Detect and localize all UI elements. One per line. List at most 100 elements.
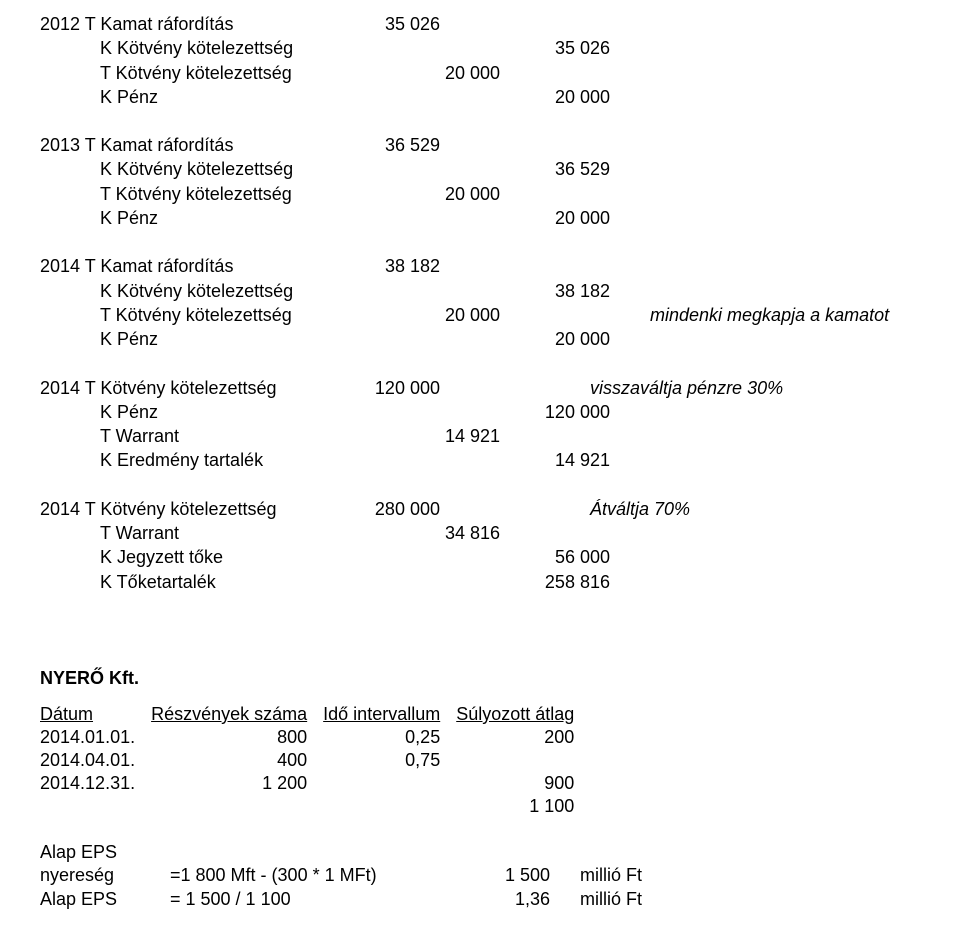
credit-value: 258 816 bbox=[500, 570, 610, 594]
journal-line: K Pénz 120 000 bbox=[40, 400, 920, 424]
eps-unit: millió Ft bbox=[580, 863, 642, 887]
eps-value: 1 500 bbox=[430, 863, 580, 887]
eps-lines: nyereség=1 800 Mft - (300 * 1 MFt)1 500m… bbox=[40, 863, 920, 912]
eps-line: nyereség=1 800 Mft - (300 * 1 MFt)1 500m… bbox=[40, 863, 920, 887]
table-row: 1 100 bbox=[40, 795, 590, 818]
table-row: 2014.12.31.1 200900 bbox=[40, 772, 590, 795]
debit-value: 14 921 bbox=[390, 424, 500, 448]
journal-line: K Kötvény kötelezettség 35 026 bbox=[40, 36, 920, 60]
entry-label: T Kötvény kötelezettség bbox=[40, 182, 390, 206]
entry-label: K Kötvény kötelezettség bbox=[40, 157, 390, 181]
entry-note: mindenki megkapja a kamatot bbox=[610, 303, 920, 327]
entry-label: T Warrant bbox=[40, 424, 390, 448]
credit-value: 38 182 bbox=[500, 279, 610, 303]
credit-value: 120 000 bbox=[500, 400, 610, 424]
debit-value: 120 000 bbox=[330, 376, 440, 400]
eps-heading: Alap EPS bbox=[40, 842, 920, 863]
eps-value: 1,36 bbox=[430, 887, 580, 911]
table-cell: 2014.01.01. bbox=[40, 726, 151, 749]
eps-formula: = 1 500 / 1 100 bbox=[170, 887, 430, 911]
journal-line: K Kötvény kötelezettség 38 182 bbox=[40, 279, 920, 303]
entry-label: 2013 T Kamat ráfordítás bbox=[40, 133, 330, 157]
journal-line: 2013 T Kamat ráfordítás36 529 bbox=[40, 133, 920, 157]
entry-label: 2014 T Kamat ráfordítás bbox=[40, 254, 330, 278]
entry-label: K Eredmény tartalék bbox=[40, 448, 390, 472]
entry-label: K Tőketartalék bbox=[40, 570, 390, 594]
journal-line: K Pénz 20 000 bbox=[40, 206, 920, 230]
journal-line: T Warrant34 816 bbox=[40, 521, 920, 545]
debit-value: 20 000 bbox=[390, 61, 500, 85]
journal-line: K Eredmény tartalék 14 921 bbox=[40, 448, 920, 472]
table-cell: 800 bbox=[151, 726, 323, 749]
journal-line: 2012 T Kamat ráfordítás35 026 bbox=[40, 12, 920, 36]
table-cell: 1 200 bbox=[151, 772, 323, 795]
entry-label: 2012 T Kamat ráfordítás bbox=[40, 12, 330, 36]
entry-label: T Kötvény kötelezettség bbox=[40, 303, 390, 327]
share-table: Dátum Részvények száma Idő intervallum S… bbox=[40, 703, 590, 818]
table-cell: 400 bbox=[151, 749, 323, 772]
debit-value: 20 000 bbox=[390, 303, 500, 327]
table-cell: 2014.04.01. bbox=[40, 749, 151, 772]
col-header: Részvények száma bbox=[151, 703, 323, 726]
credit-value: 35 026 bbox=[500, 36, 610, 60]
journal-line: T Warrant14 921 bbox=[40, 424, 920, 448]
document-page: 2012 T Kamat ráfordítás35 026K Kötvény k… bbox=[0, 0, 960, 952]
journal-line: K Pénz 20 000 bbox=[40, 85, 920, 109]
credit-value: 20 000 bbox=[500, 85, 610, 109]
table-header-row: Dátum Részvények száma Idő intervallum S… bbox=[40, 703, 590, 726]
table-cell bbox=[151, 795, 323, 818]
entry-label: K Pénz bbox=[40, 400, 390, 424]
eps-line: Alap EPS= 1 500 / 1 1001,36millió Ft bbox=[40, 887, 920, 911]
entry-label: 2014 T Kötvény kötelezettség bbox=[40, 376, 330, 400]
journal-line: K Tőketartalék 258 816 bbox=[40, 570, 920, 594]
entry-label: K Pénz bbox=[40, 327, 390, 351]
table-cell: 1 100 bbox=[456, 795, 590, 818]
credit-value: 56 000 bbox=[500, 545, 610, 569]
company-title: NYERŐ Kft. bbox=[40, 668, 920, 689]
debit-value: 38 182 bbox=[330, 254, 440, 278]
eps-formula: =1 800 Mft - (300 * 1 MFt) bbox=[170, 863, 430, 887]
entry-label: K Kötvény kötelezettség bbox=[40, 36, 390, 60]
table-cell: 200 bbox=[456, 726, 590, 749]
table-row: 2014.04.01.4000,75 bbox=[40, 749, 590, 772]
entry-note: visszaváltja pénzre 30% bbox=[550, 376, 920, 400]
table-cell bbox=[456, 749, 590, 772]
entry-label: K Kötvény kötelezettség bbox=[40, 279, 390, 303]
blank-line bbox=[40, 352, 920, 376]
credit-value: 36 529 bbox=[500, 157, 610, 181]
journal-line: T Kötvény kötelezettség20 000 bbox=[40, 182, 920, 206]
debit-value: 280 000 bbox=[330, 497, 440, 521]
entry-label: K Pénz bbox=[40, 85, 390, 109]
credit-value: 20 000 bbox=[500, 206, 610, 230]
debit-value: 34 816 bbox=[390, 521, 500, 545]
journal-line: K Kötvény kötelezettség 36 529 bbox=[40, 157, 920, 181]
table-cell bbox=[40, 795, 151, 818]
journal-line: 2014 T Kamat ráfordítás38 182 bbox=[40, 254, 920, 278]
entry-label: T Warrant bbox=[40, 521, 390, 545]
table-cell: 0,75 bbox=[323, 749, 456, 772]
credit-value: 14 921 bbox=[500, 448, 610, 472]
blank-line bbox=[40, 594, 920, 618]
table-cell bbox=[323, 772, 456, 795]
journal-line: T Kötvény kötelezettség20 000 mindenki me… bbox=[40, 303, 920, 327]
col-header: Súlyozott átlag bbox=[456, 703, 590, 726]
table-cell: 0,25 bbox=[323, 726, 456, 749]
entry-note: Átváltja 70% bbox=[550, 497, 920, 521]
eps-label: Alap EPS bbox=[40, 887, 170, 911]
journal-line: 2014 T Kötvény kötelezettség280 000 Átvál… bbox=[40, 497, 920, 521]
col-header: Idő intervallum bbox=[323, 703, 456, 726]
blank-line bbox=[40, 473, 920, 497]
entry-label: K Pénz bbox=[40, 206, 390, 230]
debit-value: 35 026 bbox=[330, 12, 440, 36]
journal-line: T Kötvény kötelezettség20 000 bbox=[40, 61, 920, 85]
entry-label: K Jegyzett tőke bbox=[40, 545, 390, 569]
table-row: 2014.01.01.8000,25200 bbox=[40, 726, 590, 749]
journal-line: K Pénz 20 000 bbox=[40, 327, 920, 351]
table-cell: 900 bbox=[456, 772, 590, 795]
credit-value: 20 000 bbox=[500, 327, 610, 351]
entry-label: T Kötvény kötelezettség bbox=[40, 61, 390, 85]
journal-line: 2014 T Kötvény kötelezettség120 000 vissz… bbox=[40, 376, 920, 400]
debit-value: 20 000 bbox=[390, 182, 500, 206]
blank-line bbox=[40, 230, 920, 254]
entry-label: 2014 T Kötvény kötelezettség bbox=[40, 497, 330, 521]
